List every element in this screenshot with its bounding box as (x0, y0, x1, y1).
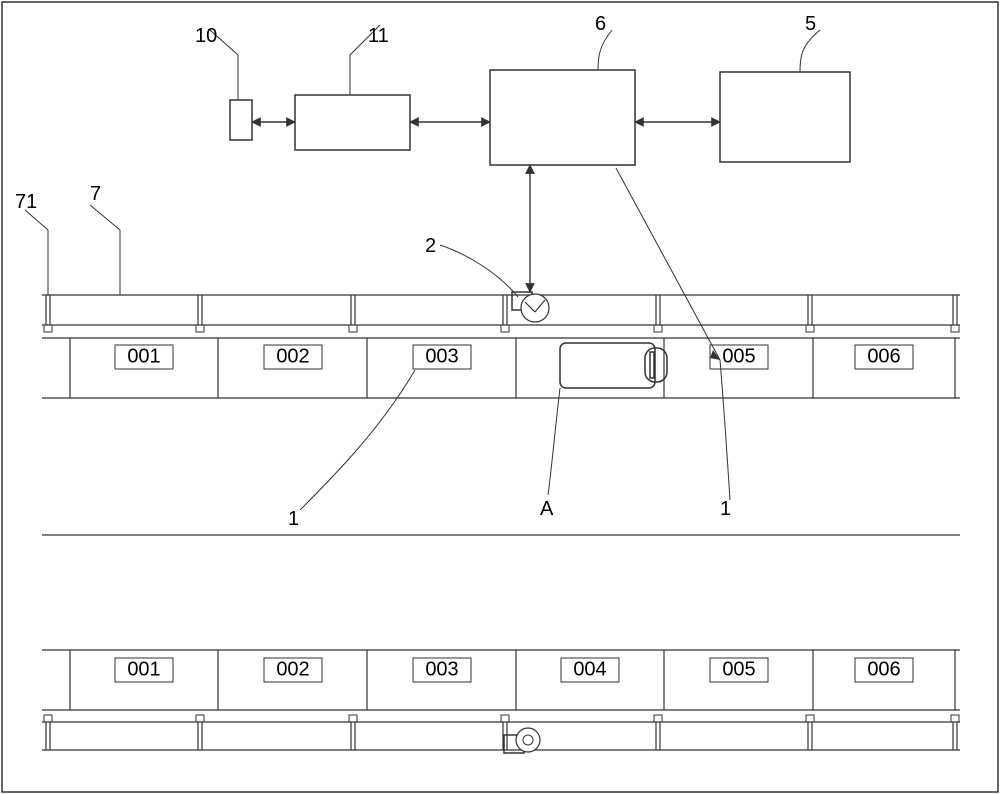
svg-text:002: 002 (276, 345, 309, 367)
svg-text:003: 003 (425, 345, 458, 367)
svg-text:2: 2 (425, 235, 436, 257)
svg-text:005: 005 (722, 345, 755, 367)
svg-text:003: 003 (425, 658, 458, 680)
svg-text:1: 1 (720, 498, 731, 520)
svg-text:006: 006 (867, 345, 900, 367)
svg-text:001: 001 (127, 345, 160, 367)
svg-text:5: 5 (805, 13, 816, 35)
svg-text:1: 1 (288, 508, 299, 530)
svg-text:11: 11 (368, 25, 389, 47)
svg-text:7: 7 (90, 183, 101, 205)
svg-text:001: 001 (127, 658, 160, 680)
svg-text:006: 006 (867, 658, 900, 680)
svg-text:6: 6 (595, 13, 606, 35)
svg-text:005: 005 (722, 658, 755, 680)
svg-text:71: 71 (15, 191, 37, 213)
svg-text:002: 002 (276, 658, 309, 680)
svg-text:10: 10 (195, 25, 217, 47)
svg-text:004: 004 (573, 658, 606, 680)
svg-text:A: A (540, 498, 554, 520)
